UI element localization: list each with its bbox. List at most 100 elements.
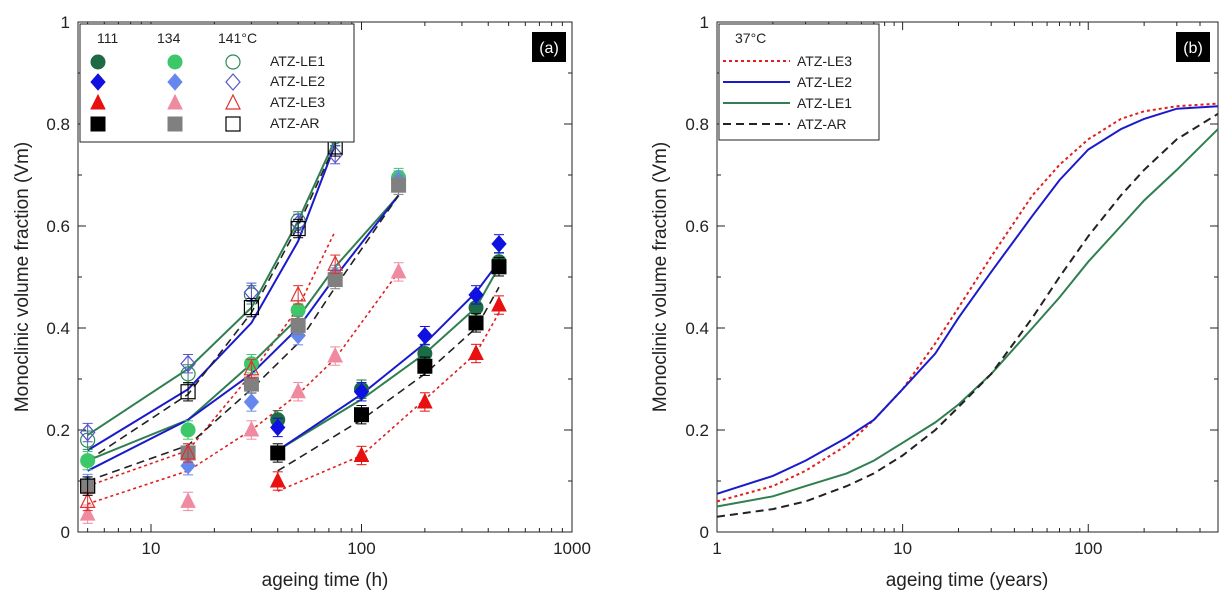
data-point-atz-ar-111 [491,259,507,275]
data-point-atz-le2-134 [243,393,260,411]
panel-a-legend-markers [90,54,241,132]
panel-a-y-label: Monoclinic volume fraction (Vm) [12,142,33,412]
panel-b-x-tick-label: 10 [893,539,912,558]
data-point-atz-le2-111 [468,286,484,304]
legend-marker-atz-ar-light [167,116,183,132]
panel-b-x-tick-label: 1 [712,539,721,558]
data-point-atz-ar-111 [468,315,484,331]
data-point-atz-le3-141c [290,285,307,302]
panel-b-label-box [1176,32,1210,62]
legend-marker-atz-ar-open [225,116,241,132]
data-point-atz-le3-141c [327,254,344,271]
legend-title-37c: 37°C [735,30,766,46]
legend-row-atz-le1: ATZ-LE1 [270,53,325,69]
fit-line-atz-ar-134 [87,194,400,482]
legend-marker-atz-le1-dark [90,54,106,70]
panel-b-y-label: Monoclinic volume fraction (Vm) [650,142,671,412]
data-point-atz-le3-134 [327,346,344,363]
data-point-atz-le3-111 [417,392,433,409]
legend-marker-atz-le2-open [225,73,241,91]
panel-a-y-tick-label: 0.2 [46,421,70,440]
panel-a-label: (a) [539,40,559,57]
panel-b-x-tick-label: 100 [1074,539,1102,558]
data-point-atz-le2-111 [270,418,286,437]
panel-a-label-box [532,32,566,62]
data-point-atz-le2-141c [180,354,196,373]
fit-line-atz-le2-141c [87,144,337,452]
legend-b-atz-le3: ATZ-LE3 [797,53,852,69]
panel-b-model-curves [716,102,1219,518]
legend-marker-atz-le1-open [225,54,241,70]
panel-b-y-tick-label: 1 [700,13,709,32]
panel-a-x-tick-label: 10 [142,539,161,558]
panel-a-y-tick-label: 0.6 [46,217,70,236]
data-point-atz-le1-134 [290,302,306,318]
data-point-atz-ar-134 [391,177,407,193]
data-point-atz-ar-111 [270,445,286,461]
fit-line-atz-le2-111 [277,261,500,452]
legend-row-atz-le3: ATZ-LE3 [270,94,325,110]
panel-b-y-tick-label: 0.4 [685,319,709,338]
panel-b-y-tick-label: 0.8 [685,115,709,134]
panel-b-legend: 37°C ATZ-LE3 ATZ-LE2 ATZ-LE1 ATZ-AR [718,23,880,141]
data-point-atz-le3-111 [269,471,286,488]
legend-row-atz-le2: ATZ-LE2 [270,73,325,89]
panel-b-y-tick-label: 0 [700,523,709,542]
panel-a-x-tick-label: 100 [347,539,375,558]
legend-marker-atz-le2-light [167,73,183,91]
panel-a-y-tick-label: 0.8 [46,115,70,134]
panel-a: 0 0.2 0.4 0.6 0.8 1 10 100 1000 111 134 141°C AT… [12,13,591,591]
curve-atz-le3 [716,102,1219,503]
data-point-atz-ar-134 [290,317,306,333]
panel-a-y-tick-label: 0.4 [46,319,70,338]
panel-a-legend-box [79,23,355,143]
panel-a-legend: 111 134 141°C ATZ-LE1 ATZ-LE2 ATZ-LE3 AT… [79,23,355,143]
fit-line-atz-le3-141c [87,230,336,487]
legend-header-111: 111 [97,30,118,46]
legend-b-atz-le1: ATZ-LE1 [797,95,852,111]
curve-atz-ar [716,112,1219,518]
legend-row-atz-ar: ATZ-AR [270,115,320,131]
data-point-atz-le3-141c [180,443,197,460]
panel-b-y-tick-label: 0.2 [685,421,709,440]
data-point-atz-le1-134 [80,453,96,469]
data-point-atz-le2-111 [417,326,433,345]
data-point-atz-le3-141c [79,492,96,508]
panel-b-x-label: ageing time (years) [886,570,1049,591]
legend-marker-atz-ar-dark [90,116,106,132]
legend-header-134: 134 [157,30,181,46]
fit-line-atz-le1-134 [87,194,400,462]
curve-atz-le2 [716,105,1219,495]
data-point-atz-ar-141c [243,300,260,316]
data-point-atz-ar-111 [417,358,433,374]
legend-header-141: 141°C [218,30,257,46]
panel-b-axes: 0 0.2 0.4 0.6 0.8 1 1 10 100 [685,13,1219,558]
data-point-atz-le3-134 [390,262,407,279]
panel-a-x-label: ageing time (h) [262,570,389,591]
panel-b-label: (b) [1183,40,1203,57]
data-point-atz-le2-111 [491,235,507,253]
data-point-atz-le3-111 [353,446,370,462]
data-point-atz-le2-141c [327,145,343,164]
legend-marker-atz-le2-dark [90,73,106,91]
panel-a-x-tick-label: 1000 [553,539,591,558]
fit-line-atz-le3-111 [277,312,500,492]
legend-marker-atz-le1-light [167,54,183,70]
panel-b-y-tick-label: 0.6 [685,217,709,236]
data-point-atz-ar-141c [180,384,196,400]
legend-b-atz-le2: ATZ-LE2 [797,74,852,90]
legend-b-atz-ar: ATZ-AR [797,116,847,132]
data-point-atz-le3-111 [468,344,484,360]
fit-line-atz-le1-111 [277,266,500,452]
data-point-atz-le3-134 [290,382,306,399]
data-point-atz-ar-111 [353,407,369,423]
data-point-atz-le3-141c [243,359,260,376]
data-point-atz-ar-134 [327,272,343,288]
fit-line-atz-le3-134 [87,271,400,505]
data-point-atz-le3-134 [180,492,196,508]
data-point-atz-le2-141c [79,423,96,442]
panel-b-legend-lines [723,60,790,125]
data-point-atz-ar-134 [243,376,259,392]
